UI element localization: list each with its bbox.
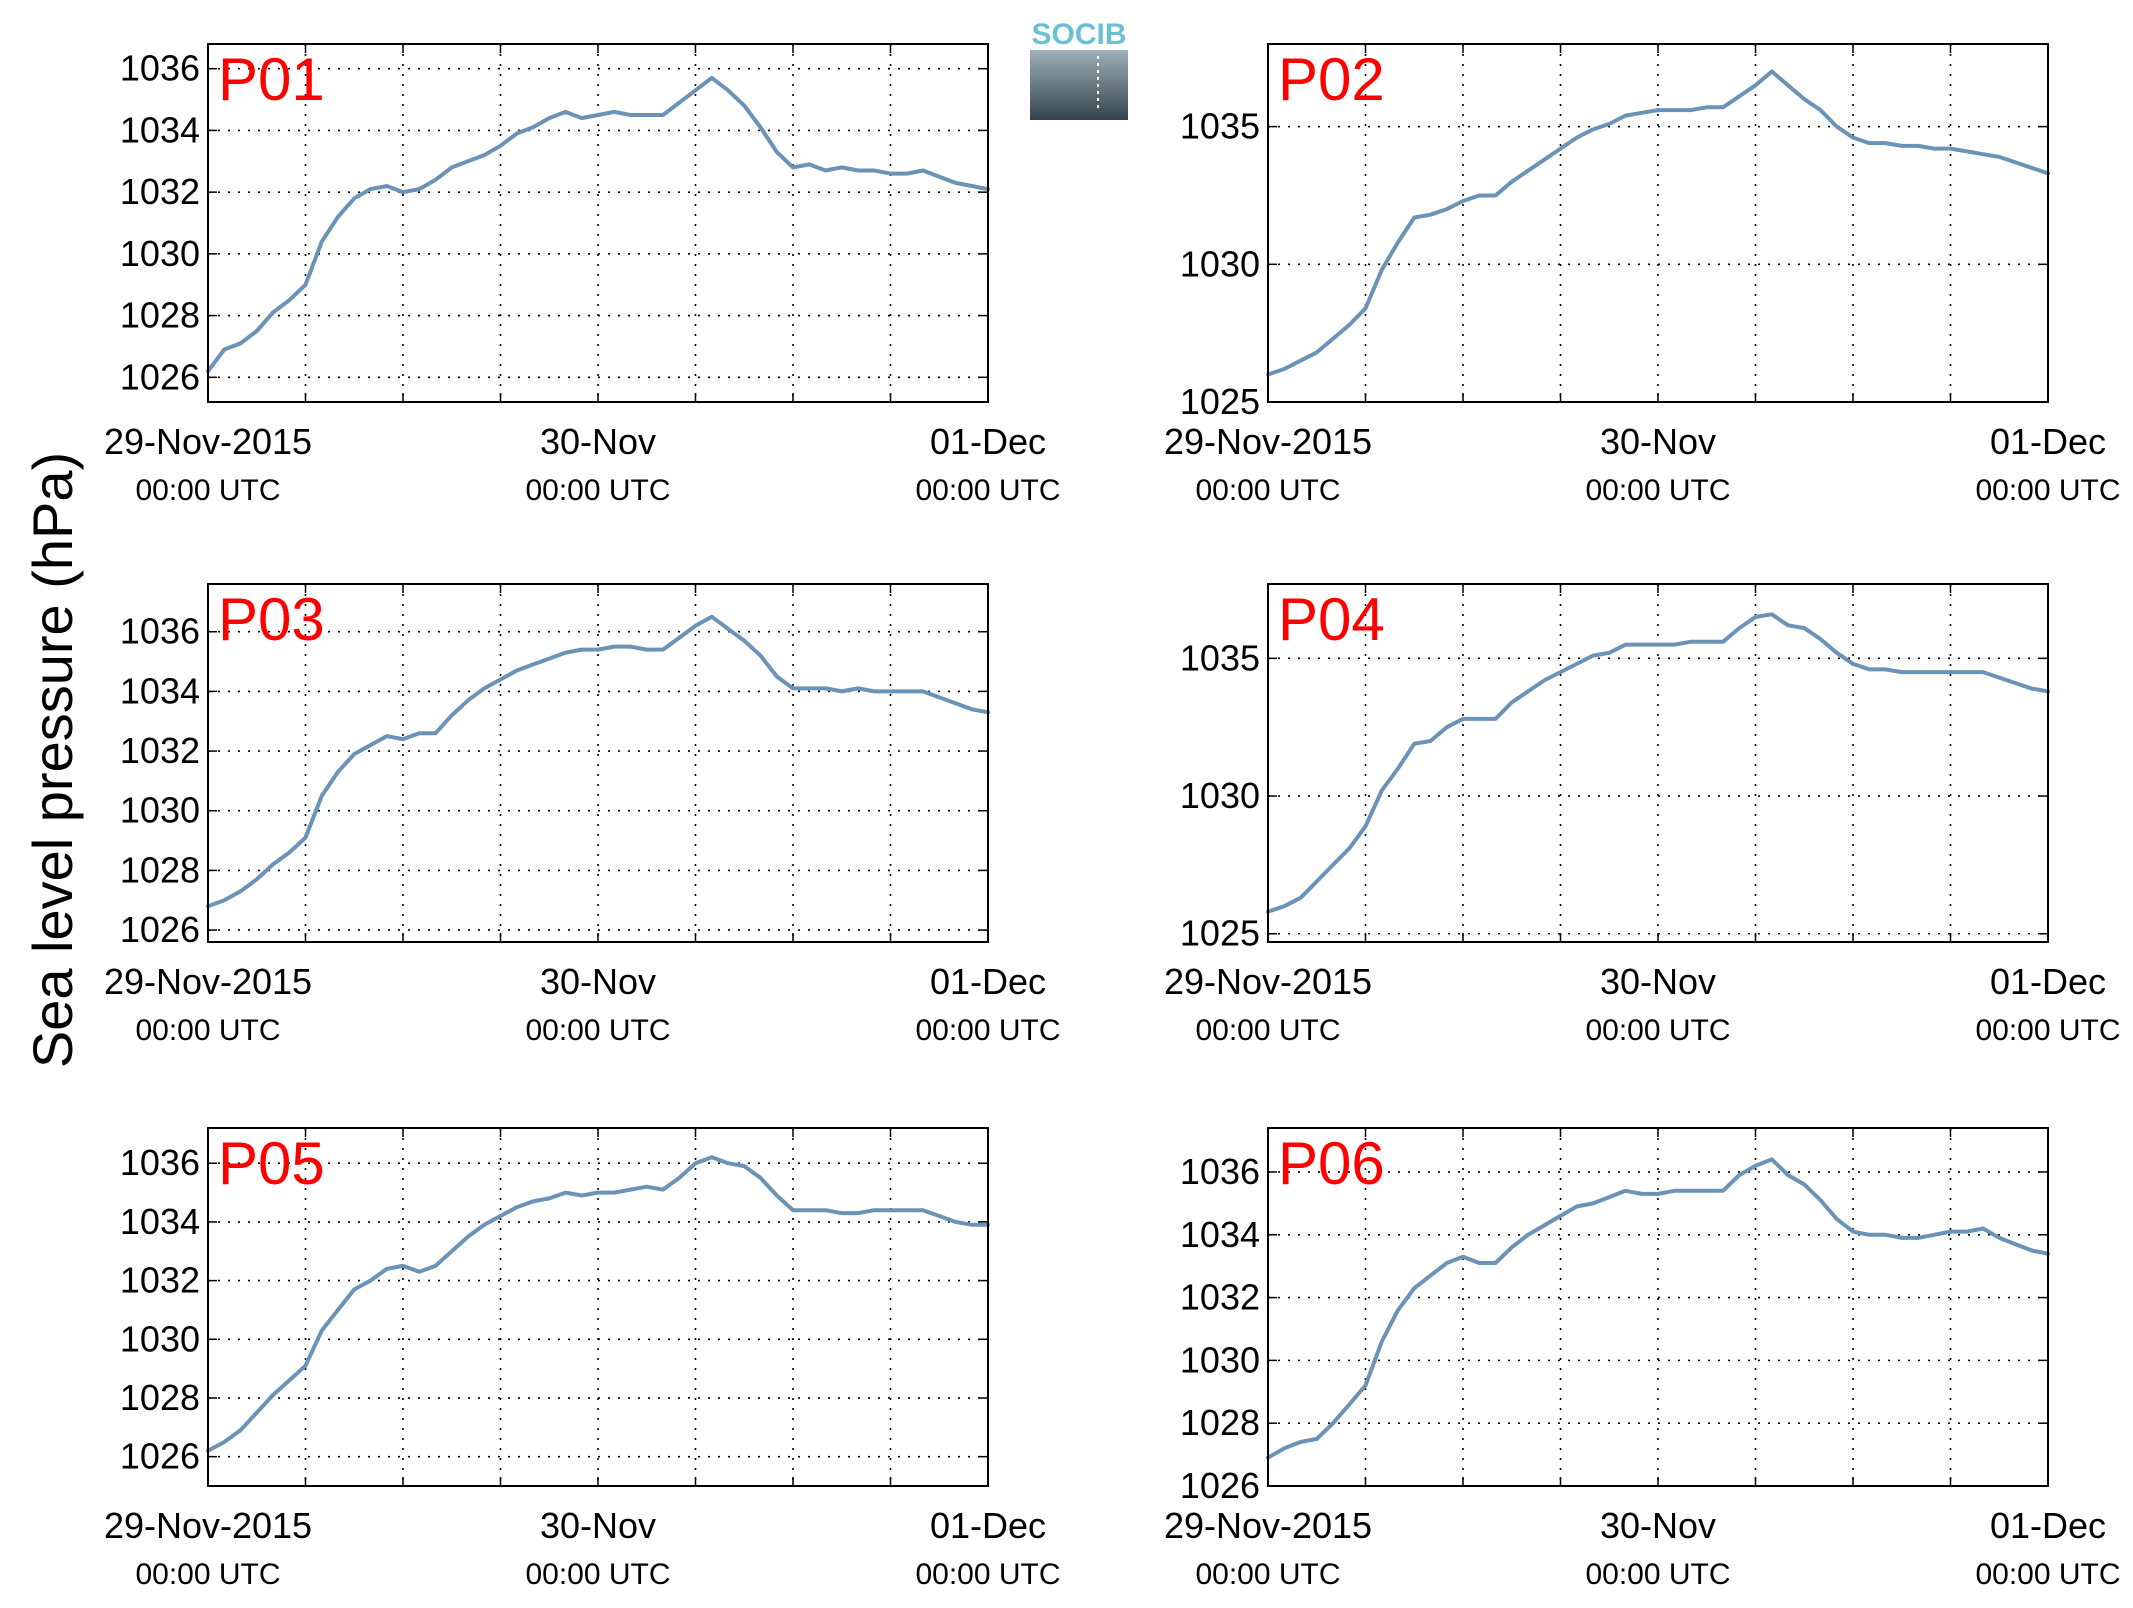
y-tick-label: 1028: [120, 849, 200, 890]
axes-frame: [1267, 1127, 2049, 1487]
x-tick-label-time: 00:00 UTC: [525, 474, 670, 507]
y-tick-label: 1026: [120, 356, 200, 397]
x-tick-label-time: 00:00 UTC: [135, 474, 280, 507]
x-tick-label-time: 00:00 UTC: [525, 1014, 670, 1047]
x-tick-label-time: 00:00 UTC: [1975, 474, 2120, 507]
series-line: [206, 1155, 990, 1453]
y-axis-label: Sea level pressure (hPa): [21, 452, 84, 1068]
y-tick-label: 1035: [1180, 106, 1260, 147]
y-tick-label: 1030: [1180, 1339, 1260, 1380]
x-tick-label-time: 00:00 UTC: [525, 1558, 670, 1591]
panel-p06: 1026 1028 1030 1032 1034 1036 29-Nov-2015 00:00…: [1164, 1127, 2121, 1591]
logo-text: SOCIB: [1031, 18, 1126, 51]
x-tick-label-date: 30-Nov: [1600, 961, 1716, 1002]
axes-frame: [207, 43, 989, 403]
x-tick-label-date: 01-Dec: [930, 1505, 1046, 1546]
panel-title: P05: [218, 1130, 325, 1197]
x-tick-label-date: 30-Nov: [540, 421, 656, 462]
x-tick-label-time: 00:00 UTC: [1195, 1014, 1340, 1047]
x-tick-label-date: 01-Dec: [1990, 1505, 2106, 1546]
y-tick-label: 1026: [1180, 1465, 1260, 1506]
x-tick-label-time: 00:00 UTC: [915, 474, 1060, 507]
x-tick-label-time: 00:00 UTC: [1585, 1558, 1730, 1591]
x-tick-label-time: 00:00 UTC: [915, 1014, 1060, 1047]
x-tick-label-date: 30-Nov: [1600, 1505, 1716, 1546]
y-tick-label: 1028: [1180, 1402, 1260, 1443]
y-tick-label: 1028: [120, 295, 200, 336]
x-tick-label-time: 00:00 UTC: [135, 1014, 280, 1047]
x-tick-label-date: 29-Nov-2015: [1164, 421, 1372, 462]
x-tick-label-time: 00:00 UTC: [915, 1558, 1060, 1591]
y-tick-label: 1034: [120, 109, 200, 150]
y-tick-label: 1035: [1180, 637, 1260, 678]
axes-frame: [207, 583, 989, 943]
panel-p01: 1026 1028 1030 1032 1034 1036 29-Nov-2015 00:00…: [104, 43, 1061, 507]
y-tick-label: 1026: [120, 1436, 200, 1477]
axes-frame: [207, 1127, 989, 1487]
x-tick-label-date: 01-Dec: [930, 961, 1046, 1002]
y-tick-label: 1036: [120, 611, 200, 652]
panel-title: P01: [218, 46, 325, 113]
y-tick-label: 1026: [120, 909, 200, 950]
y-tick-label: 1025: [1180, 913, 1260, 954]
y-tick-label: 1032: [120, 1260, 200, 1301]
axes-frame: [1267, 43, 2049, 403]
x-tick-label-time: 00:00 UTC: [1585, 474, 1730, 507]
x-tick-label-time: 00:00 UTC: [1195, 1558, 1340, 1591]
series-line: [1266, 612, 2050, 914]
y-tick-label: 1030: [1180, 243, 1260, 284]
y-tick-label: 1032: [120, 171, 200, 212]
x-tick-label-date: 29-Nov-2015: [104, 1505, 312, 1546]
y-tick-label: 1028: [120, 1377, 200, 1418]
panel-title: P03: [218, 586, 325, 653]
y-tick-label: 1030: [120, 790, 200, 831]
y-tick-label: 1034: [120, 1201, 200, 1242]
x-tick-label-date: 30-Nov: [1600, 421, 1716, 462]
x-tick-label-time: 00:00 UTC: [1975, 1558, 2120, 1591]
x-tick-label-time: 00:00 UTC: [1195, 474, 1340, 507]
panel-p04: 1025 1030 1035 29-Nov-2015 00:00 UTC 30-Nov 00…: [1164, 583, 2121, 1047]
panel-title: P06: [1278, 1130, 1385, 1197]
series-line: [1266, 1157, 2050, 1460]
x-tick-label-time: 00:00 UTC: [1975, 1014, 2120, 1047]
x-tick-label-date: 01-Dec: [930, 421, 1046, 462]
x-tick-label-date: 01-Dec: [1990, 421, 2106, 462]
x-tick-label-time: 00:00 UTC: [135, 1558, 280, 1591]
series-line: [206, 614, 990, 909]
panel-title: P04: [1278, 586, 1385, 653]
x-tick-label-date: 29-Nov-2015: [104, 961, 312, 1002]
x-tick-label-date: 29-Nov-2015: [1164, 961, 1372, 1002]
y-tick-label: 1036: [1180, 1151, 1260, 1192]
panel-p03: 1026 1028 1030 1032 1034 1036 29-Nov-2015 00:00…: [104, 583, 1061, 1047]
y-tick-label: 1030: [120, 233, 200, 274]
y-tick-label: 1030: [120, 1318, 200, 1359]
panel-title: P02: [1278, 46, 1385, 113]
axes-frame: [1267, 583, 2049, 943]
x-tick-label-date: 30-Nov: [540, 1505, 656, 1546]
y-tick-label: 1032: [120, 730, 200, 771]
x-tick-label-date: 29-Nov-2015: [104, 421, 312, 462]
y-tick-label: 1036: [120, 48, 200, 89]
series-line: [206, 75, 990, 374]
x-tick-label-time: 00:00 UTC: [1585, 1014, 1730, 1047]
y-tick-label: 1025: [1180, 381, 1260, 422]
y-tick-label: 1034: [1180, 1214, 1260, 1255]
series-line: [1266, 69, 2050, 377]
x-tick-label-date: 30-Nov: [540, 961, 656, 1002]
panel-p02: 1025 1030 1035 29-Nov-2015 00:00 UTC 30-Nov 00…: [1164, 43, 2121, 507]
y-tick-label: 1030: [1180, 775, 1260, 816]
y-tick-label: 1034: [120, 670, 200, 711]
x-tick-label-date: 01-Dec: [1990, 961, 2106, 1002]
y-tick-label: 1032: [1180, 1277, 1260, 1318]
y-tick-label: 1036: [120, 1142, 200, 1183]
socib-logo: SOCIB: [1030, 18, 1128, 120]
x-tick-label-date: 29-Nov-2015: [1164, 1505, 1372, 1546]
panel-p05: 1026 1028 1030 1032 1034 1036 29-Nov-2015 00:00…: [104, 1127, 1061, 1591]
